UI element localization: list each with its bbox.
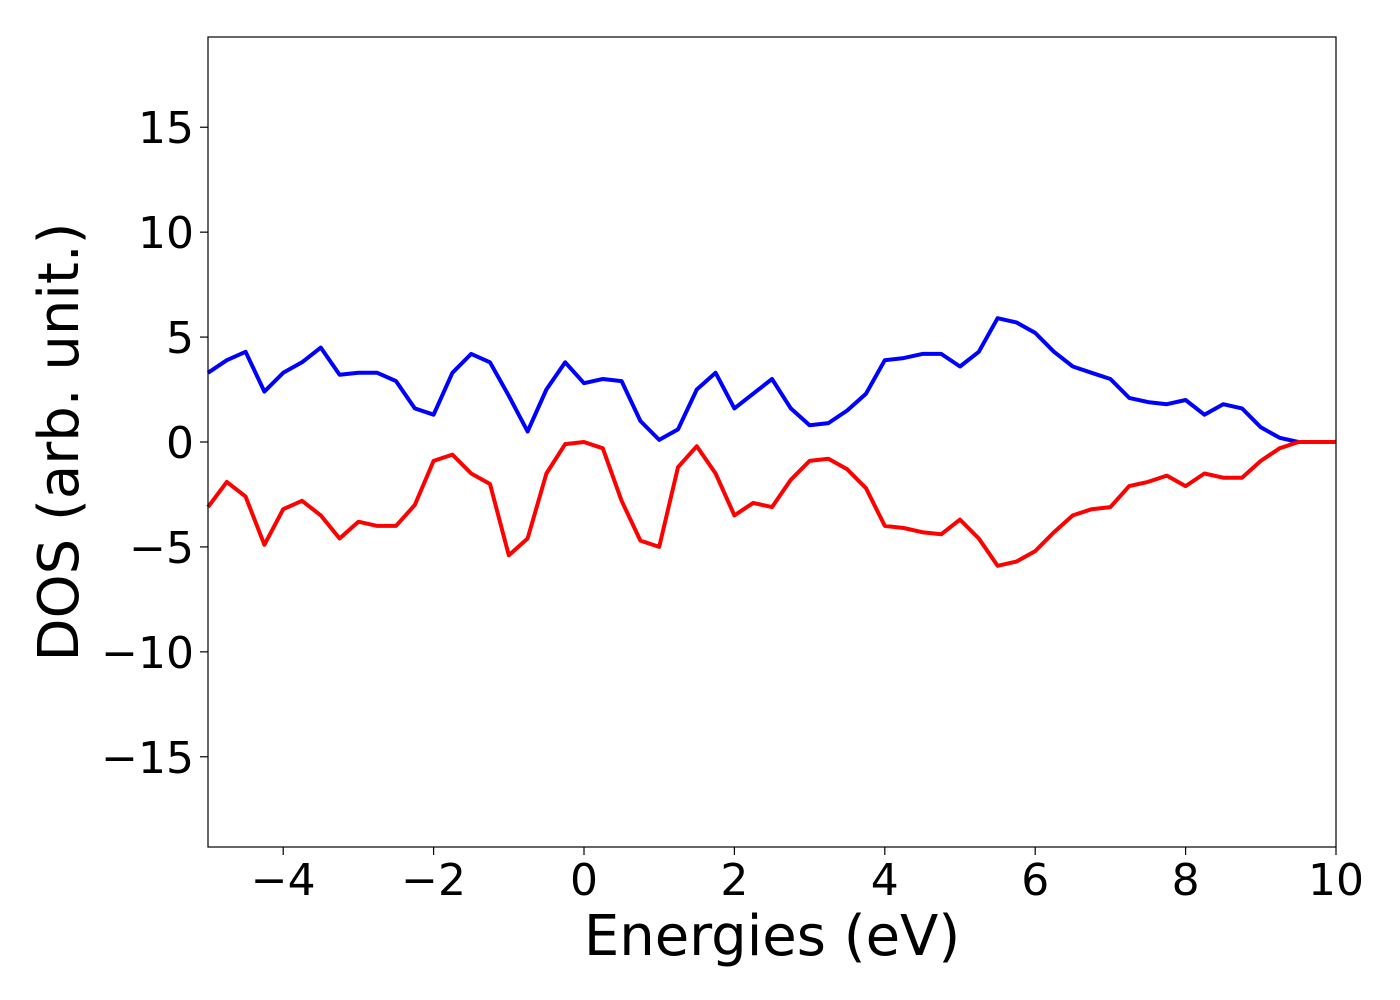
x-axis-label: Energies (eV)	[584, 904, 960, 969]
x-tick-label: −4	[251, 855, 316, 906]
x-tick-label: 8	[1172, 855, 1200, 906]
x-tick-label: 4	[871, 855, 899, 906]
y-tick-label: −15	[101, 733, 194, 784]
x-tick-label: 10	[1308, 855, 1364, 906]
y-tick-label: 10	[138, 208, 194, 259]
plot-frame	[207, 36, 1337, 848]
dos-line	[206, 316, 1336, 444]
y-tick-label: −5	[129, 523, 194, 574]
y-tick-label: 0	[166, 418, 194, 469]
x-tick-label: 2	[720, 855, 748, 906]
y-tick-label: 5	[166, 313, 194, 364]
dos-line	[206, 440, 1336, 568]
x-tick-label: 0	[570, 855, 598, 906]
y-tick-label: 15	[138, 103, 194, 154]
y-axis-label: DOS (arb. unit.)	[27, 222, 92, 661]
y-tick-label: −10	[101, 628, 194, 679]
x-tick-label: −2	[401, 855, 466, 906]
x-tick-label: 6	[1021, 855, 1049, 906]
